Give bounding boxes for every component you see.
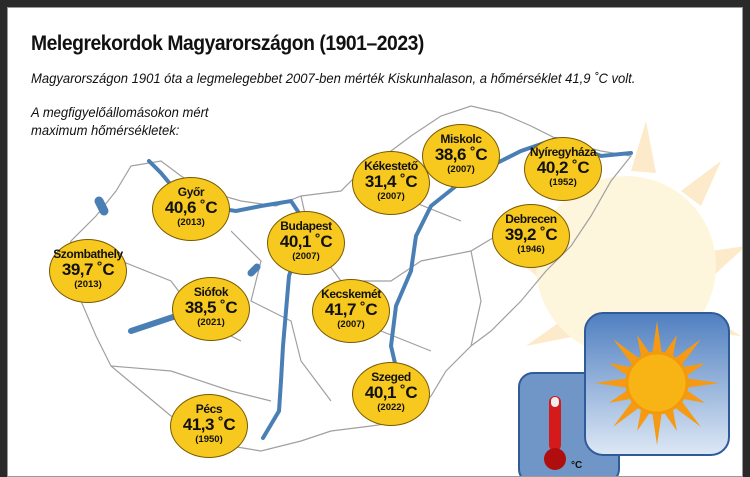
station-temperature: 41,7 ˚C [324,300,378,319]
station-marker-6: Pécs 41,3 ˚C (1950) [170,394,248,458]
thermometer-unit: °C [571,460,582,471]
station-year: (2007) [447,164,475,175]
sun-ray [637,408,651,432]
sun-ray [652,321,662,354]
station-temperature: 40,2 ˚C [536,158,590,177]
station-name: Budapest [280,219,332,233]
station-year: (2013) [74,279,102,290]
station-marker-1: Győr 40,6 ˚C (2013) [152,177,230,241]
station-name: Pécs [195,402,223,416]
station-marker-2: Szombathely 39,7 ˚C (2013) [49,239,127,303]
station-name: Kékestető [364,159,418,173]
station-name: Szeged [371,370,411,384]
sun-ray [608,389,632,403]
sun-ray [637,334,651,358]
page-title: Melegrekordok Magyarországon (1901–2023) [31,32,424,55]
infographic: °C Melegrekordok Magyarországon (1901–20… [7,7,743,477]
station-name: Siófok [193,285,229,299]
subtitle: Magyarországon 1901 óta a legmelegebbet … [31,70,636,86]
station-name: Kecskemét [321,287,381,301]
sun-ray [595,378,628,388]
sun-ray [682,363,706,377]
station-year: (2007) [337,319,365,330]
station-temperature: 40,6 ˚C [164,198,218,217]
station-name: Miskolc [440,132,482,146]
station-marker-4: Siófok 38,5 ˚C (2021) [172,277,250,341]
station-name: Győr [177,185,205,199]
station-temperature: 39,2 ˚C [504,225,558,244]
sun-ray [674,400,701,427]
station-year: (2013) [177,217,205,228]
station-marker-9: Miskolc 38,6 ˚C (2007) [422,124,500,188]
station-name: Szombathely [53,247,123,261]
station-year: (1946) [517,244,545,255]
station-temperature: 40,1 ˚C [364,383,418,402]
station-year: (1952) [549,177,577,188]
station-name: Nyíregyháza [529,145,597,159]
sun-ray [663,408,677,432]
station-marker-7: Szeged 40,1 ˚C (2022) [352,362,430,426]
sun-ray [608,363,632,377]
legend-line-1: A megfigyelőállomásokon mért [31,104,209,120]
sun-ray [682,389,706,403]
sun-icon [584,312,730,456]
station-name: Debrecen [505,212,557,226]
sun-ray [674,339,701,366]
station-marker-3: Budapest 40,1 ˚C (2007) [267,211,345,275]
station-temperature: 40,1 ˚C [279,232,333,251]
velence-lake [247,263,261,277]
station-year: (1950) [195,434,223,445]
sun-ray [686,378,719,388]
sun-ray [613,339,640,366]
station-marker-5: Kecskemét 41,7 ˚C (2007) [312,279,390,343]
station-marker-10: Nyíregyháza 40,2 ˚C (1952) [524,137,602,201]
station-year: (2007) [292,251,320,262]
station-temperature: 31,4 ˚C [364,172,418,191]
station-marker-11: Debrecen 39,2 ˚C (1946) [492,204,570,268]
station-year: (2021) [197,317,225,328]
station-temperature: 41,3 ˚C [182,415,236,434]
station-year: (2022) [377,402,405,413]
station-temperature: 38,5 ˚C [184,298,238,317]
legend-line-2: maximum hőmérsékletek: [31,122,180,138]
station-marker-8: Kékestető 31,4 ˚C (2007) [352,151,430,215]
sun-ray [613,400,640,427]
ferto-lake [94,196,109,216]
station-year: (2007) [377,191,405,202]
station-temperature: 38,6 ˚C [434,145,488,164]
sun-ray [663,334,677,358]
sun-ray [652,412,662,445]
station-temperature: 39,7 ˚C [61,260,115,279]
legend-text: A megfigyelőállomásokon mért maximum hőm… [31,103,209,139]
